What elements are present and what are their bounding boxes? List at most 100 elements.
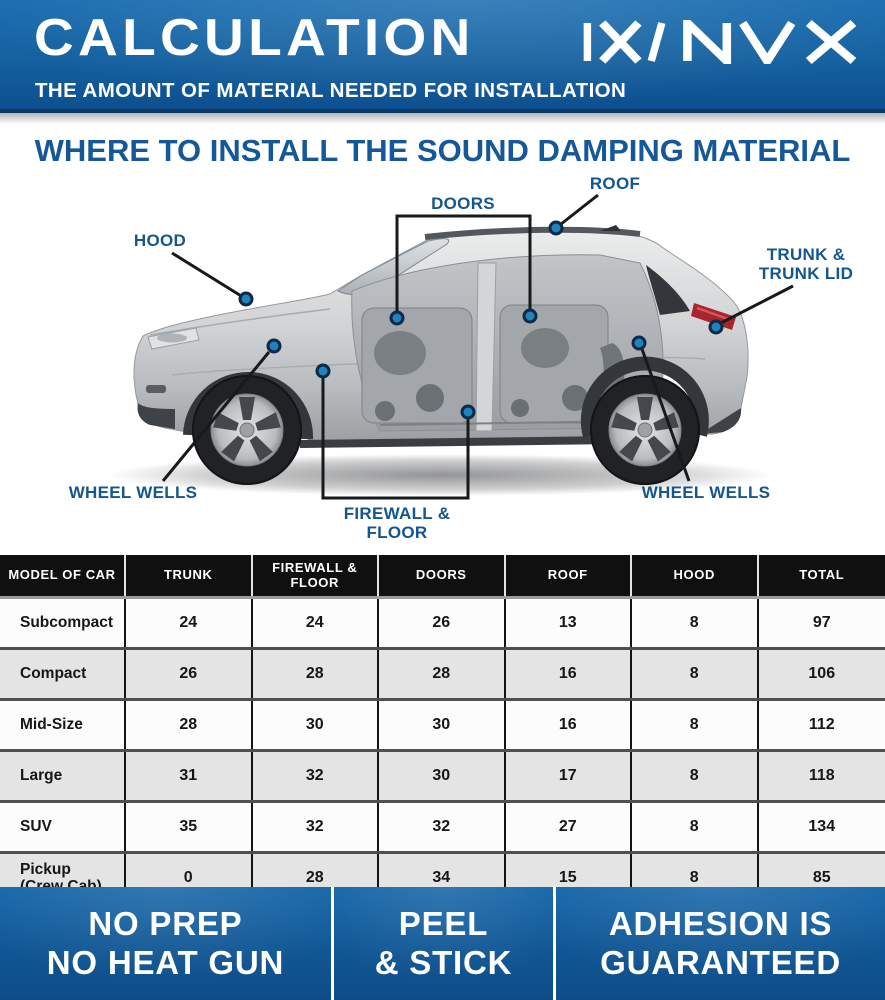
marker-dot-front-door <box>389 310 405 326</box>
b-pillar <box>475 262 497 432</box>
roof-rail <box>424 226 641 240</box>
roof-leader-line <box>555 193 599 230</box>
badge-line: & STICK <box>374 943 513 981</box>
page-subtitle: THE AMOUNT OF MATERIAL NEEDED FOR INSTAL… <box>35 79 627 102</box>
value-cell: 24 <box>126 599 253 647</box>
value-cell: 8 <box>632 854 759 902</box>
col-header-roof: ROOF <box>506 555 632 596</box>
taillight-highlight <box>696 306 729 321</box>
front-wheel <box>192 375 302 485</box>
table-header-row: MODEL OF CAR TRUNK FIREWALL & FLOOR DOOR… <box>0 555 885 596</box>
page-title: CALCULATION <box>34 9 475 67</box>
model-cell: Compact <box>0 650 126 698</box>
value-cell: 32 <box>253 803 379 851</box>
badge-adhesion: ADHESION IS GUARANTEED <box>556 887 885 1000</box>
table-row-compact: Compact 26 28 28 16 8 106 <box>0 647 885 698</box>
door-cavity <box>374 331 426 375</box>
marker-dot-roof <box>548 220 564 236</box>
value-cell: 34 <box>379 854 506 902</box>
value-cell: 27 <box>506 803 632 851</box>
section-heading: WHERE TO INSTALL THE SOUND DAMPING MATER… <box>34 133 851 168</box>
nvx-brand-logo <box>581 13 863 71</box>
table-row-large: Large 31 32 30 17 8 118 <box>0 749 885 800</box>
model-cell: Subcompact <box>0 599 126 647</box>
model-cell: Large <box>0 752 126 800</box>
label-doors: DOORS <box>431 194 495 213</box>
value-cell: 30 <box>253 701 379 749</box>
value-cell: 28 <box>379 650 506 698</box>
value-cell: 26 <box>126 650 253 698</box>
value-cell: 16 <box>506 701 632 749</box>
model-cell: Mid-Size <box>0 701 126 749</box>
rocker-trim <box>300 436 620 448</box>
badge-peel-stick: PEEL & STICK <box>333 887 557 1000</box>
label-wheel-wells-left: WHEEL WELLS <box>68 483 198 502</box>
header-banner: CALCULATION THE AMOUNT OF MATERIAL NEEDE… <box>0 0 885 113</box>
value-cell: 85 <box>812 869 831 886</box>
marker-dot-front-wheel-well <box>266 338 282 354</box>
label-trunk-line1: TRUNK & <box>766 245 846 264</box>
value-cell: 13 <box>506 599 632 647</box>
badge-line: PEEL <box>398 904 489 942</box>
windshield <box>337 238 450 295</box>
door-cavity <box>375 401 395 421</box>
door-cavity <box>521 328 569 368</box>
header-drop-shadow <box>0 113 885 124</box>
feature-badges: NO PREP NO HEAT GUN PEEL & STICK ADHESIO… <box>0 887 885 1000</box>
value-cell: 8 <box>632 752 759 800</box>
value-cell: 31 <box>126 752 253 800</box>
hood-leader-line <box>171 251 247 301</box>
value-cell: 17 <box>506 752 632 800</box>
value-cell: 118 <box>808 767 835 784</box>
value-cell: 15 <box>506 854 632 902</box>
label-firewall-line1: FIREWALL & <box>343 504 451 523</box>
marker-dot-rear-wheel-well <box>631 335 647 351</box>
table-row-mid-size: Mid-Size 28 30 30 16 8 112 <box>0 698 885 749</box>
wheel-wells-left-leader-line <box>161 351 271 482</box>
label-hood: HOOD <box>133 231 187 250</box>
car-cutaway-illustration <box>108 225 772 496</box>
marker-dot-rear-door <box>522 308 538 324</box>
value-cell: 35 <box>126 803 253 851</box>
door-cavity <box>562 385 588 411</box>
value-cell: 8 <box>632 599 759 647</box>
hood-crease <box>149 308 331 336</box>
col-header-trunk: TRUNK <box>126 555 253 596</box>
value-cell: 112 <box>808 716 835 733</box>
marker-dot-trunk <box>708 319 724 335</box>
label-trunk: TRUNK & TRUNK LID <box>726 245 885 283</box>
value-cell: 26 <box>379 599 506 647</box>
install-location-diagram: WHERE TO INSTALL THE SOUND DAMPING MATER… <box>0 113 885 555</box>
label-wheel-wells-right: WHEEL WELLS <box>641 483 771 502</box>
rear-quarter-window <box>646 265 690 315</box>
trunk-leader-line <box>720 284 794 325</box>
door-cavity <box>511 399 529 417</box>
col-header-total: TOTAL <box>799 567 845 583</box>
doors-leader-bracket <box>395 214 532 318</box>
label-firewall-line2: FLOOR <box>366 523 428 543</box>
value-cell: 28 <box>253 650 379 698</box>
value-cell: 0 <box>126 854 253 902</box>
rear-bumper-trim <box>700 408 742 434</box>
fog-light <box>146 385 166 393</box>
value-cell: 24 <box>253 599 379 647</box>
model-cell: SUV <box>0 803 126 851</box>
value-cell: 134 <box>808 818 836 835</box>
value-cell: 16 <box>506 650 632 698</box>
rear-wheel-arch <box>580 356 709 438</box>
value-cell: 32 <box>253 752 379 800</box>
badge-line: GUARANTEED <box>600 943 841 981</box>
col-header-doors: DOORS <box>379 555 506 596</box>
col-header-model: MODEL OF CAR <box>0 555 126 596</box>
annotation-overlay <box>161 193 794 500</box>
front-bumper-trim <box>137 403 175 429</box>
badge-line: NO HEAT GUN <box>46 943 285 981</box>
marker-dot-firewall <box>315 363 331 379</box>
marker-dot-hood <box>238 291 254 307</box>
value-cell: 8 <box>632 701 759 749</box>
value-cell: 28 <box>253 854 379 902</box>
table-row-subcompact: Subcompact 24 24 26 13 8 97 <box>0 596 885 647</box>
table-row-suv: SUV 35 32 32 27 8 134 <box>0 800 885 851</box>
value-cell: 106 <box>808 665 836 682</box>
